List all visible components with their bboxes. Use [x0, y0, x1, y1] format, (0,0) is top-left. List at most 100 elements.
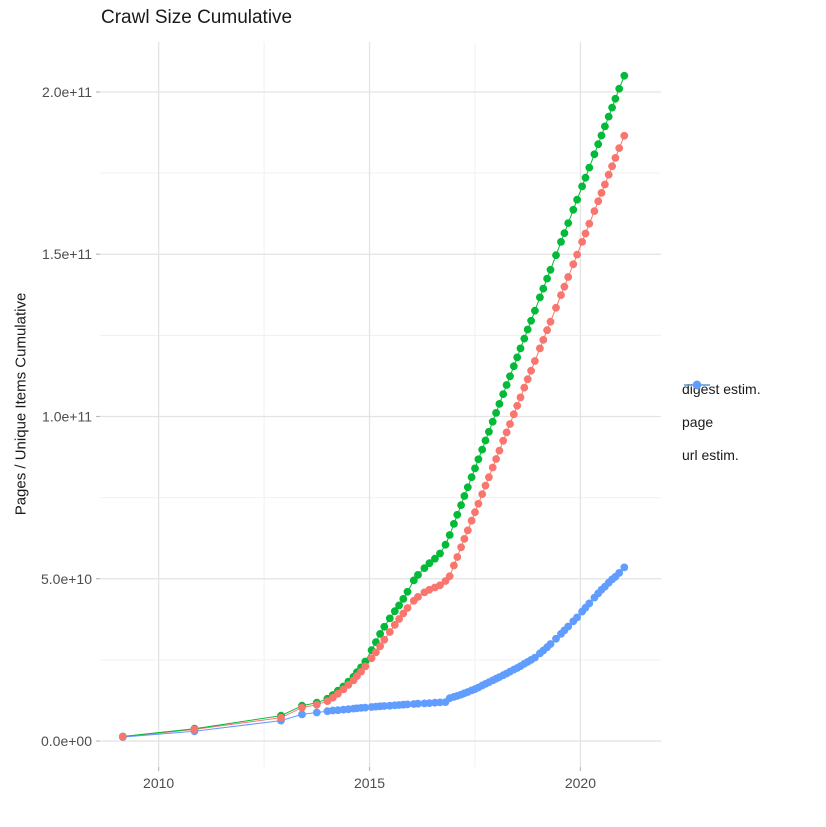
data-point — [361, 662, 370, 671]
data-point — [385, 628, 394, 636]
data-point — [385, 614, 394, 623]
data-point — [339, 685, 348, 694]
data-point — [509, 410, 518, 419]
data-point — [450, 520, 458, 528]
data-point — [506, 372, 514, 381]
data-point — [431, 554, 439, 563]
y-tick-label: 5.0e+10 — [41, 571, 92, 587]
data-point — [560, 229, 569, 238]
data-point — [573, 195, 581, 204]
data-point — [620, 131, 629, 140]
data-point — [520, 334, 529, 343]
data-point — [527, 366, 535, 375]
data-point — [485, 473, 493, 482]
legend-item-page: page — [682, 380, 761, 434]
data-point — [390, 621, 399, 629]
data-point — [585, 163, 594, 172]
data-point — [380, 702, 389, 710]
axis-ticks — [96, 91, 582, 771]
legend-label-page: page — [682, 414, 714, 430]
data-point — [478, 445, 487, 454]
data-point — [467, 473, 476, 482]
data-point — [474, 499, 483, 508]
data-point — [414, 593, 422, 601]
data-point — [569, 205, 578, 214]
data-point — [620, 563, 629, 572]
data-point — [543, 326, 551, 335]
data-point — [502, 381, 511, 389]
data-point — [361, 703, 370, 712]
data-point — [590, 207, 599, 216]
data-point — [460, 492, 469, 500]
data-point — [543, 274, 551, 283]
data-point — [523, 375, 532, 384]
data-point — [601, 180, 609, 189]
data-point — [298, 710, 306, 719]
x-tick-label: 2010 — [143, 775, 174, 791]
data-point — [344, 681, 353, 689]
data-point — [380, 622, 389, 631]
legend-key-url-icon — [684, 380, 710, 390]
series-line-page — [122, 75, 625, 737]
data-point — [441, 540, 450, 549]
data-point — [539, 284, 548, 293]
data-point — [604, 170, 613, 179]
data-point — [485, 427, 493, 436]
data-point — [399, 595, 408, 603]
data-point — [520, 383, 529, 392]
data-point — [298, 703, 306, 712]
data-point — [573, 613, 581, 622]
data-point — [463, 483, 472, 492]
data-point — [615, 84, 624, 93]
data-point — [581, 229, 590, 238]
data-point — [457, 501, 465, 509]
data-point — [578, 182, 586, 191]
data-point — [495, 400, 504, 408]
data-point — [499, 436, 508, 445]
y-tick-label: 0.0e+00 — [41, 733, 92, 749]
data-point — [436, 549, 444, 558]
data-point — [499, 390, 508, 398]
data-point — [564, 273, 573, 281]
data-point — [403, 587, 412, 596]
data-point — [312, 700, 321, 709]
data-point — [403, 700, 412, 709]
data-point — [445, 572, 454, 581]
data-point — [425, 559, 434, 568]
data-point — [376, 630, 384, 638]
data-point — [453, 510, 462, 519]
data-point — [420, 564, 429, 572]
data-point — [390, 607, 399, 616]
data-point — [453, 553, 462, 561]
legend-item-url-estim: url estim. — [682, 380, 761, 467]
data-point — [615, 569, 624, 577]
legend-label-url-estim: url estim. — [682, 447, 739, 463]
data-point — [594, 197, 603, 206]
data-point — [436, 581, 444, 590]
data-point — [564, 622, 573, 631]
data-point — [395, 615, 403, 623]
data-point — [481, 436, 490, 445]
data-point — [552, 303, 560, 312]
grid-major — [100, 42, 661, 767]
x-tick-label: 2020 — [565, 775, 596, 791]
data-point — [552, 634, 560, 643]
data-point — [594, 140, 603, 149]
data-point — [436, 698, 444, 707]
data-point — [573, 250, 581, 259]
data-point — [380, 635, 389, 644]
data-point — [467, 516, 476, 525]
y-tick-label: 2.0e+11 — [42, 84, 92, 100]
data-point — [367, 654, 376, 663]
data-point — [357, 667, 365, 676]
data-point — [334, 689, 342, 698]
data-point — [536, 344, 544, 353]
data-point — [531, 357, 539, 365]
data-point — [506, 420, 514, 428]
data-point — [620, 71, 629, 80]
data-point — [488, 463, 497, 472]
y-tick-label: 1.0e+11 — [42, 409, 92, 425]
axis-tick-labels: 2010 2015 2020 0.0e+00 5.0e+10 1.0e+11 1.5e+11… — [41, 84, 596, 791]
